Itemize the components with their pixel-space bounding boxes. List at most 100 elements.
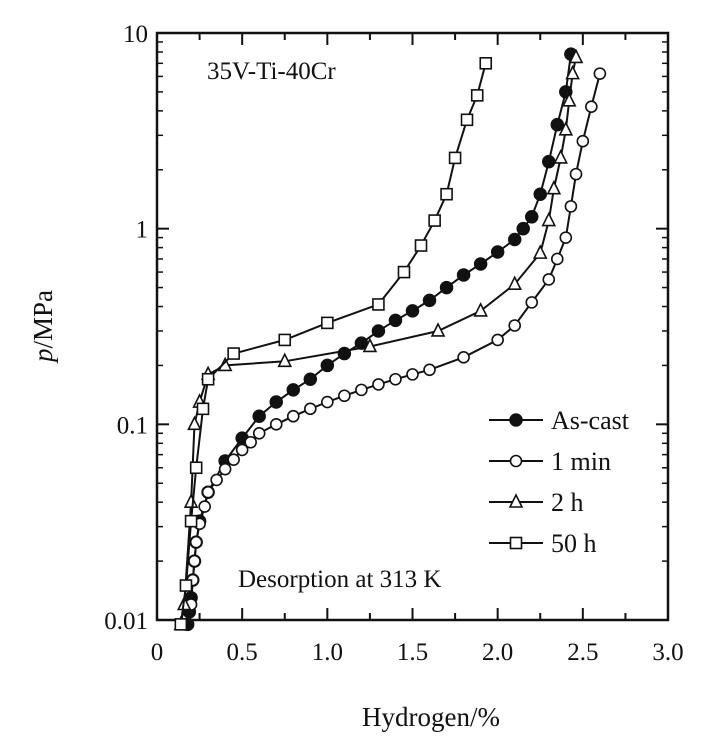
data-point bbox=[227, 347, 240, 360]
y-axis-label-unit: /MPa bbox=[28, 290, 58, 349]
data-point bbox=[372, 378, 385, 391]
data-point bbox=[564, 200, 578, 213]
data-point bbox=[546, 179, 562, 195]
data-point bbox=[388, 313, 403, 328]
x-tick-label: 2.0 bbox=[482, 639, 513, 666]
data-point bbox=[491, 333, 504, 347]
data-point bbox=[196, 402, 210, 416]
data-point bbox=[321, 316, 334, 330]
data-point bbox=[269, 418, 283, 431]
x-tick-label: 1.0 bbox=[312, 639, 343, 666]
data-point bbox=[524, 210, 539, 224]
data-point bbox=[533, 187, 547, 201]
data-point bbox=[198, 500, 211, 513]
data-point bbox=[440, 187, 453, 201]
data-point bbox=[218, 462, 232, 476]
legend-label: As-cast bbox=[551, 406, 630, 435]
data-point bbox=[585, 100, 598, 114]
data-point bbox=[338, 389, 351, 403]
data-point bbox=[550, 117, 565, 132]
x-axis-label: Hydrogen/% bbox=[362, 702, 500, 732]
data-point bbox=[568, 48, 584, 64]
data-point bbox=[550, 252, 564, 266]
data-point bbox=[397, 265, 411, 279]
legend-marker bbox=[509, 536, 523, 550]
x-tick-label: 2.5 bbox=[567, 639, 598, 666]
data-point bbox=[525, 296, 539, 309]
data-point bbox=[561, 92, 577, 107]
data-point bbox=[227, 453, 240, 466]
data-point bbox=[576, 134, 590, 148]
data-point bbox=[448, 151, 462, 165]
data-point bbox=[414, 239, 428, 252]
data-point bbox=[235, 443, 249, 457]
data-point bbox=[479, 57, 493, 70]
legend-marker bbox=[509, 454, 523, 468]
data-point bbox=[184, 514, 198, 528]
data-point bbox=[553, 149, 568, 164]
legend-entry: 2 h bbox=[489, 488, 584, 517]
data-point bbox=[428, 214, 441, 227]
legend-marker bbox=[509, 413, 523, 427]
data-point bbox=[278, 333, 292, 347]
data-point bbox=[303, 372, 318, 386]
data-point bbox=[422, 293, 437, 308]
series-1-min bbox=[184, 67, 607, 611]
data-point bbox=[389, 372, 402, 386]
data-point bbox=[423, 363, 436, 377]
legend-label: 2 h bbox=[551, 488, 584, 517]
data-point bbox=[559, 231, 573, 244]
data-point bbox=[558, 121, 574, 136]
legend: As-cast 1 min 2 h 50 h bbox=[489, 406, 630, 558]
series-line bbox=[190, 73, 601, 605]
data-point bbox=[269, 395, 283, 409]
data-point bbox=[189, 461, 203, 475]
data-point bbox=[565, 64, 580, 80]
data-point bbox=[460, 113, 474, 127]
data-point bbox=[362, 337, 378, 353]
data-point bbox=[507, 275, 522, 291]
data-point bbox=[303, 402, 317, 416]
data-point bbox=[252, 409, 266, 423]
legend-label: 1 min bbox=[551, 447, 611, 476]
condition-annotation: Desorption at 313 K bbox=[238, 566, 441, 593]
data-point bbox=[188, 554, 201, 568]
x-tick-label: 0.5 bbox=[227, 639, 258, 666]
data-point bbox=[456, 268, 471, 282]
legend-entry: As-cast bbox=[489, 406, 630, 435]
data-point bbox=[201, 485, 215, 499]
data-point bbox=[542, 273, 556, 286]
data-point bbox=[189, 535, 203, 549]
data-point bbox=[179, 579, 193, 592]
data-point bbox=[439, 280, 454, 295]
data-point bbox=[286, 409, 300, 423]
data-point bbox=[490, 245, 505, 259]
axis-ticks bbox=[156, 32, 669, 621]
data-point bbox=[541, 211, 557, 227]
data-point bbox=[320, 358, 335, 373]
data-point bbox=[507, 232, 522, 247]
data-point bbox=[252, 426, 266, 440]
x-tick-label: 0 bbox=[151, 639, 164, 666]
y-tick-label: 1 bbox=[136, 217, 149, 244]
y-tick-label: 0.01 bbox=[104, 608, 148, 635]
data-point bbox=[371, 324, 386, 338]
legend-marker bbox=[508, 493, 524, 508]
data-point bbox=[174, 618, 188, 631]
data-point bbox=[277, 352, 293, 368]
alloy-annotation: 35V-Ti-40Cr bbox=[207, 58, 336, 85]
data-point bbox=[569, 167, 583, 181]
y-tick-label: 10 bbox=[123, 21, 148, 48]
data-point bbox=[457, 351, 470, 364]
data-point bbox=[201, 372, 215, 386]
data-point bbox=[372, 298, 385, 311]
data-point bbox=[321, 395, 334, 409]
data-point bbox=[405, 304, 420, 318]
data-point bbox=[508, 319, 522, 332]
data-point bbox=[187, 415, 202, 431]
y-axis-label: p/MPa bbox=[28, 290, 58, 364]
data-point bbox=[430, 322, 446, 337]
data-point bbox=[542, 154, 556, 169]
x-tick-label: 3.0 bbox=[652, 639, 683, 666]
